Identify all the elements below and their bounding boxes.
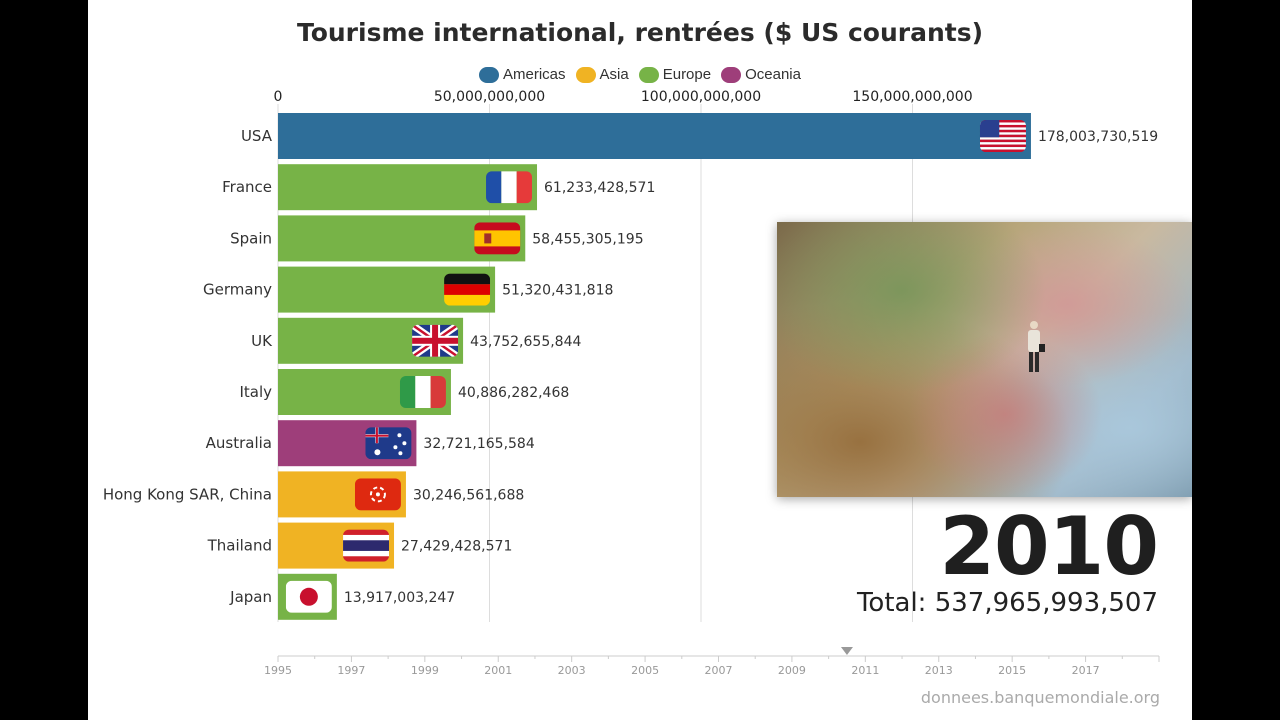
category-label: Japan [229,588,272,606]
jp-flag-icon [285,580,332,613]
timeline-year-label: 1997 [337,664,365,677]
bar [278,113,1031,159]
timeline-year-label: 1995 [264,664,292,677]
legend-item-asia: Asia [575,66,629,83]
us-flag-icon [979,120,1026,152]
category-label: France [222,178,272,196]
x-tick-label: 100,000,000,000 [641,89,761,105]
legend-swatch [575,66,596,83]
category-label: Germany [203,281,272,299]
timeline-year-label: 2015 [998,664,1026,677]
value-label: 30,246,561,688 [413,487,524,503]
x-tick-label: 50,000,000,000 [434,89,545,105]
value-label: 43,752,655,844 [470,334,581,350]
category-label: Hong Kong SAR, China [103,485,272,503]
timeline-year-label: 2001 [484,664,512,677]
x-tick-label: 150,000,000,000 [852,89,972,105]
value-label: 32,721,165,584 [423,436,534,452]
es-flag-icon [474,222,521,255]
value-label: 13,917,003,247 [344,590,455,606]
legend: Americas Asia Europe Oceania [88,66,1192,83]
timeline-year-label: 2017 [1072,664,1100,677]
current-year-label: 2010 [939,500,1159,593]
timeline-year-label: 2005 [631,664,659,677]
chart-stage: Tourisme international, rentrées ($ US c… [88,0,1192,720]
legend-label: Europe [662,66,712,83]
th-flag-icon [343,529,390,562]
it-flag-icon [399,376,446,408]
category-label: Thailand [207,537,272,555]
value-label: 27,429,428,571 [401,539,512,555]
value-label: 40,886,282,468 [458,385,569,401]
legend-label: Oceania [745,66,801,83]
category-label: USA [241,127,273,145]
category-label: Spain [230,229,272,247]
uk-flag-icon [412,324,459,357]
timeline-playhead-icon[interactable] [840,647,853,655]
timeline-year-label: 2009 [778,664,806,677]
legend-swatch [638,66,659,83]
category-label: Australia [206,434,272,452]
fr-flag-icon [486,171,533,204]
traveler-figure-icon [1028,321,1045,372]
chart-title: Tourisme international, rentrées ($ US c… [296,18,984,47]
legend-item-europe: Europe [638,66,712,83]
timeline-year-label: 2007 [705,664,733,677]
value-label: 51,320,431,818 [502,283,613,299]
legend-item-americas: Americas [479,66,566,83]
legend-swatch [721,66,742,83]
world-map-photo [777,222,1192,497]
legend-label: Asia [599,66,629,83]
timeline-year-label: 2003 [558,664,586,677]
hk-flag-icon [354,478,401,511]
category-label: Italy [239,383,272,401]
legend-label: Americas [503,66,566,83]
total-label: Total: 537,965,993,507 [856,588,1158,618]
bar-chart: 0 50,000,000,000 100,000,000,000 150,000,00… [103,89,1160,677]
legend-item-oceania: Oceania [721,66,801,83]
legend-swatch [479,66,500,83]
value-label: 178,003,730,519 [1038,129,1158,145]
timeline-year-label: 2011 [851,664,879,677]
x-tick-label: 0 [274,89,283,105]
value-label: 61,233,428,571 [544,180,655,196]
category-label: UK [251,332,273,350]
au-flag-icon [365,427,412,460]
timeline-year-label: 1999 [411,664,439,677]
timeline-year-label: 2013 [925,664,953,677]
value-label: 58,455,305,195 [532,231,643,247]
source-label: donnees.banquemondiale.org [920,688,1160,707]
de-flag-icon [444,273,491,306]
